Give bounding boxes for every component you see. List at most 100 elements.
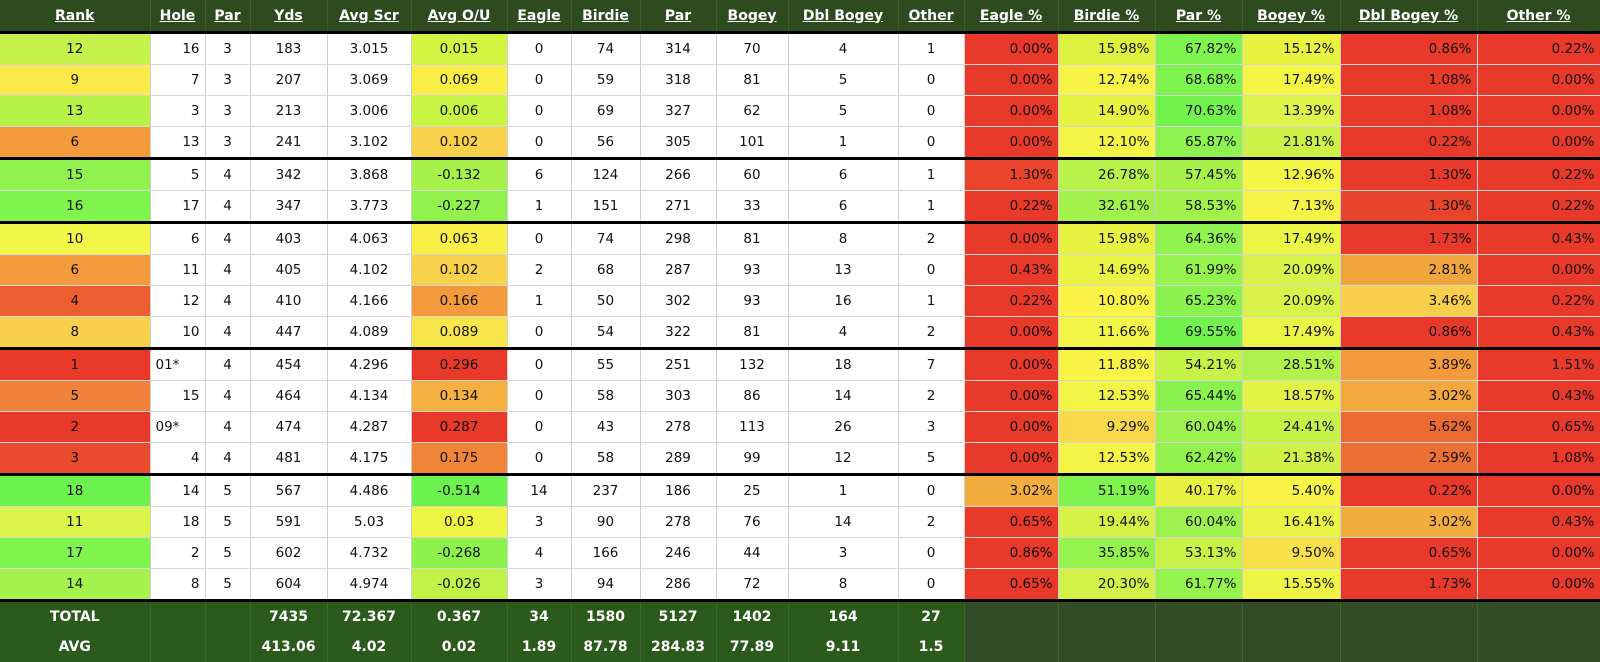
avg-yds: 413.06 <box>250 632 327 662</box>
cell-eagle-pct: 1.30% <box>964 159 1058 191</box>
column-header-yds[interactable]: Yds <box>250 0 327 33</box>
cell-par: 4 <box>205 381 250 412</box>
cell-hole: 5 <box>150 159 205 191</box>
cell-yds: 474 <box>250 412 327 443</box>
cell-birdie-pct: 12.10% <box>1058 127 1155 159</box>
cell-eagle-pct: 0.00% <box>964 349 1058 381</box>
cell-birdie: 56 <box>571 127 640 159</box>
cell-bogey-pct: 20.09% <box>1242 286 1340 317</box>
cell-dbl-bogey: 6 <box>788 191 898 223</box>
cell-hole: 14 <box>150 475 205 507</box>
cell-other: 1 <box>898 33 964 65</box>
cell-par: 4 <box>205 255 250 286</box>
avg-avg-ou: 0.02 <box>411 632 507 662</box>
column-header-bogey[interactable]: Bogey <box>716 0 788 33</box>
cell-birdie: 166 <box>571 538 640 569</box>
cell-other: 1 <box>898 191 964 223</box>
cell-rank: 9 <box>0 65 150 96</box>
cell-bogey: 33 <box>716 191 788 223</box>
column-header-par[interactable]: Par <box>205 0 250 33</box>
cell-avg-ou: 0.175 <box>411 443 507 475</box>
cell-birdie-pct: 14.69% <box>1058 255 1155 286</box>
cell-bogey-pct: 21.81% <box>1242 127 1340 159</box>
cell-par-count: 266 <box>640 159 716 191</box>
column-header-birdie-pct[interactable]: Birdie % <box>1058 0 1155 33</box>
cell-rank: 10 <box>0 223 150 255</box>
total-pct-empty <box>1340 601 1477 633</box>
cell-avg-ou: 0.063 <box>411 223 507 255</box>
column-header-par-count[interactable]: Par <box>640 0 716 33</box>
cell-par-count: 278 <box>640 507 716 538</box>
column-header-dbl-bogey-pct[interactable]: Dbl Bogey % <box>1340 0 1477 33</box>
column-header-par-pct[interactable]: Par % <box>1155 0 1242 33</box>
cell-dbl-bogey: 8 <box>788 223 898 255</box>
column-header-rank[interactable]: Rank <box>0 0 150 33</box>
cell-eagle: 0 <box>507 349 571 381</box>
cell-dbl-bogey-pct: 0.86% <box>1340 317 1477 349</box>
cell-hole: 12 <box>150 286 205 317</box>
cell-dbl-bogey-pct: 0.22% <box>1340 475 1477 507</box>
cell-bogey: 72 <box>716 569 788 601</box>
cell-par: 4 <box>205 412 250 443</box>
cell-rank: 4 <box>0 286 150 317</box>
cell-hole: 4 <box>150 443 205 475</box>
cell-bogey: 99 <box>716 443 788 475</box>
column-header-birdie[interactable]: Birdie <box>571 0 640 33</box>
cell-other-pct: 0.00% <box>1477 255 1600 286</box>
cell-dbl-bogey-pct: 1.08% <box>1340 65 1477 96</box>
cell-bogey-pct: 28.51% <box>1242 349 1340 381</box>
total-other: 27 <box>898 601 964 633</box>
cell-avg-ou: 0.015 <box>411 33 507 65</box>
column-header-avg-scr[interactable]: Avg Scr <box>327 0 411 33</box>
cell-yds: 183 <box>250 33 327 65</box>
cell-bogey-pct: 17.49% <box>1242 65 1340 96</box>
cell-dbl-bogey-pct: 3.02% <box>1340 507 1477 538</box>
cell-avg-ou: 0.287 <box>411 412 507 443</box>
cell-avg-ou: 0.089 <box>411 317 507 349</box>
avg-dbl: 9.11 <box>788 632 898 662</box>
cell-rank: 2 <box>0 412 150 443</box>
cell-dbl-bogey-pct: 1.30% <box>1340 159 1477 191</box>
cell-yds: 342 <box>250 159 327 191</box>
cell-rank: 15 <box>0 159 150 191</box>
cell-other-pct: 0.00% <box>1477 569 1600 601</box>
cell-eagle: 1 <box>507 191 571 223</box>
column-header-other-pct[interactable]: Other % <box>1477 0 1600 33</box>
avg-par-n: 284.83 <box>640 632 716 662</box>
cell-par: 3 <box>205 96 250 127</box>
cell-birdie: 43 <box>571 412 640 443</box>
cell-avg-ou: 0.03 <box>411 507 507 538</box>
column-header-dbl-bogey[interactable]: Dbl Bogey <box>788 0 898 33</box>
cell-other-pct: 0.43% <box>1477 507 1600 538</box>
cell-yds: 403 <box>250 223 327 255</box>
cell-dbl-bogey-pct: 0.65% <box>1340 538 1477 569</box>
cell-dbl-bogey-pct: 0.22% <box>1340 127 1477 159</box>
cell-par-pct: 64.36% <box>1155 223 1242 255</box>
cell-other-pct: 0.65% <box>1477 412 1600 443</box>
cell-par-count: 251 <box>640 349 716 381</box>
cell-hole: 8 <box>150 569 205 601</box>
cell-hole: 10 <box>150 317 205 349</box>
column-header-avg-ou[interactable]: Avg O/U <box>411 0 507 33</box>
column-header-bogey-pct[interactable]: Bogey % <box>1242 0 1340 33</box>
column-header-eagle-pct[interactable]: Eagle % <box>964 0 1058 33</box>
cell-par: 5 <box>205 538 250 569</box>
cell-eagle: 0 <box>507 96 571 127</box>
cell-par-pct: 65.87% <box>1155 127 1242 159</box>
cell-other: 0 <box>898 475 964 507</box>
cell-rank: 18 <box>0 475 150 507</box>
column-header-eagle[interactable]: Eagle <box>507 0 571 33</box>
cell-eagle: 0 <box>507 412 571 443</box>
column-header-hole[interactable]: Hole <box>150 0 205 33</box>
column-header-other[interactable]: Other <box>898 0 964 33</box>
